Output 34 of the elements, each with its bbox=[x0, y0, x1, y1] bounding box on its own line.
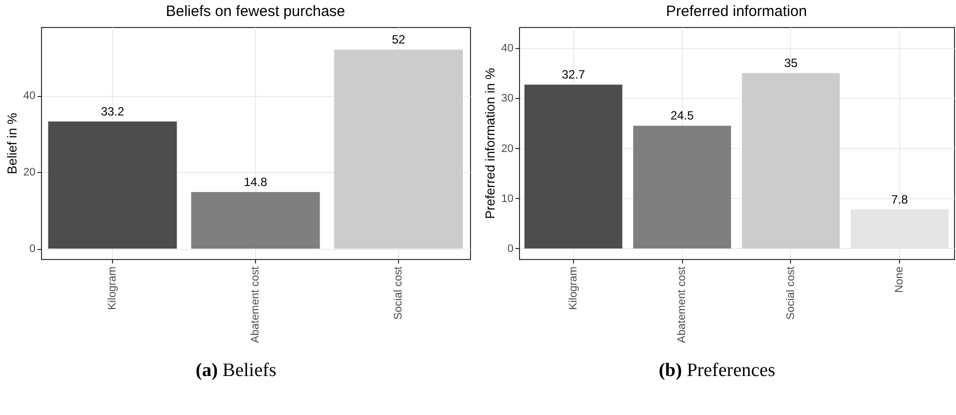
bar bbox=[742, 73, 840, 248]
y-tick-label: 10 bbox=[501, 192, 514, 205]
data-label: 33.2 bbox=[100, 104, 124, 119]
data-label: 24.5 bbox=[670, 108, 694, 123]
x-tick-label: Social cost bbox=[784, 266, 797, 320]
bar bbox=[48, 122, 177, 249]
bar bbox=[524, 84, 622, 248]
chart-title: Beliefs on fewest purchase bbox=[166, 3, 346, 20]
x-tick-label: None bbox=[894, 266, 906, 293]
y-tick-label: 20 bbox=[501, 142, 514, 155]
bar bbox=[334, 50, 463, 249]
text: (b) Preferences bbox=[658, 360, 776, 382]
y-tick-label: 0 bbox=[29, 243, 36, 256]
chart-title: Preferred information bbox=[666, 3, 807, 20]
bar bbox=[633, 126, 732, 248]
y-tick-label: 30 bbox=[501, 92, 514, 105]
y-axis-title: Belief in % bbox=[4, 112, 20, 174]
y-axis-title: Preferred information in % bbox=[482, 68, 498, 220]
y-tick-label: 0 bbox=[507, 242, 514, 255]
x-tick-label: Social cost bbox=[392, 266, 404, 320]
x-tick-label: Abatement cost bbox=[676, 266, 688, 343]
text: (a) Beliefs bbox=[194, 360, 278, 382]
data-label: 7.8 bbox=[891, 192, 908, 206]
x-tick-label: Kilogram bbox=[106, 266, 118, 310]
x-tick-label: Abatement cost bbox=[250, 266, 262, 343]
y-tick-label: 40 bbox=[23, 90, 36, 102]
data-label: 14.8 bbox=[244, 175, 268, 190]
data-label: 52 bbox=[392, 32, 406, 47]
data-label: 35 bbox=[784, 56, 798, 70]
y-tick-label: 40 bbox=[501, 42, 514, 55]
x-tick-label: Kilogram bbox=[567, 266, 580, 310]
data-label: 32.7 bbox=[562, 68, 586, 82]
y-tick-label: 20 bbox=[23, 166, 36, 179]
bar bbox=[191, 192, 320, 249]
